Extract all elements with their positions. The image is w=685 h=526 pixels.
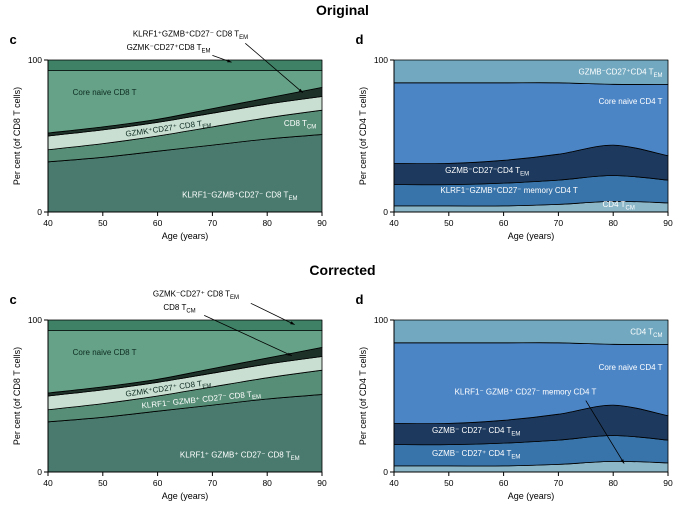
x-axis-title: Age (years) — [507, 491, 554, 501]
x-tick-label: 60 — [498, 218, 508, 228]
area-layer-5 — [47, 59, 322, 71]
y-tick-label: 0 — [37, 467, 42, 477]
series-label: Core naive CD8 T — [72, 348, 136, 357]
panel-letter-original-c: c — [9, 32, 17, 47]
x-tick-label: 70 — [207, 478, 217, 488]
series-label: KLRF1⁻GZMB⁺CD27⁻ memory CD4 T — [440, 186, 578, 195]
series-label: GZMB⁻CD27⁺CD4 TEM — [578, 67, 662, 78]
x-axis-title: Age (years) — [161, 491, 208, 501]
y-axis-title: Per cent (of CD8 T cells) — [12, 347, 22, 445]
x-tick-label: 60 — [498, 478, 508, 488]
annotation-label: GZMK⁻CD27⁺ CD8 TEM — [152, 289, 238, 300]
area-layer-4 — [393, 319, 668, 345]
area-layer-4 — [393, 59, 668, 85]
x-tick-label: 90 — [317, 478, 327, 488]
x-tick-label: 50 — [444, 218, 454, 228]
annotation-label: GZMK⁻CD27⁺CD8 TEM — [126, 43, 210, 54]
original-panels-row: c 0 100 40 50 60 70 80 90 Age (years) Per cent (o… — [0, 18, 685, 254]
annotation-label: CD8 TCM — [163, 303, 195, 314]
annotation-arrow — [250, 302, 295, 325]
x-tick-label: 80 — [262, 478, 272, 488]
x-tick-label: 90 — [663, 478, 673, 488]
series-label: KLRF1⁺ GZMB⁺ CD27⁻ CD8 TEM — [179, 451, 299, 462]
x-tick-label: 90 — [317, 218, 327, 228]
arrowhead — [226, 59, 232, 63]
y-tick-label: 100 — [373, 315, 387, 325]
panel-letter-corrected-c: c — [9, 292, 17, 307]
corrected-cd8-stacked-area-chart: 0 100 40 50 60 70 80 90 Age (years) Per cent (of … — [12, 289, 327, 501]
annotation-arrow — [244, 42, 303, 94]
y-axis-title: Per cent (of CD8 T cells) — [12, 87, 22, 185]
x-tick-label: 60 — [152, 218, 162, 228]
panel-corrected-c: c 0 100 40 50 60 70 80 90 Age (years) Per cent (o… — [10, 278, 330, 514]
y-tick-label: 0 — [383, 207, 388, 217]
series-label: GZMB⁻ CD27⁻ CD4 TEM — [431, 426, 519, 437]
x-tick-label: 50 — [98, 478, 108, 488]
annotation-arrow — [203, 315, 292, 357]
arrowhead — [620, 459, 624, 464]
panel-original-c: c 0 100 40 50 60 70 80 90 Age (years) Per cent (o… — [10, 18, 330, 254]
y-tick-label: 0 — [383, 467, 388, 477]
series-label: CD8 TCM — [283, 119, 315, 130]
series-label: Core naive CD8 T — [72, 88, 136, 97]
x-tick-label: 70 — [553, 478, 563, 488]
x-axis-title: Age (years) — [507, 231, 554, 241]
panel-letter-original-d: d — [355, 32, 364, 47]
series-label: GZMB⁻ CD27⁺ CD4 TEM — [431, 449, 519, 460]
arrowhead — [298, 88, 303, 93]
x-tick-label: 80 — [262, 218, 272, 228]
x-tick-label: 70 — [553, 218, 563, 228]
y-axis-title: Per cent (of CD4 T cells) — [358, 347, 368, 445]
x-tick-label: 50 — [98, 218, 108, 228]
y-axis-title: Per cent (of CD4 T cells) — [358, 87, 368, 185]
y-tick-label: 100 — [373, 55, 387, 65]
corrected-cd4-stacked-area-chart: 0 100 40 50 60 70 80 90 Age (years) Per cent (of … — [358, 315, 673, 501]
series-label: CD4 TCM — [602, 200, 634, 211]
series-label: Core naive CD4 T — [598, 97, 662, 106]
x-tick-label: 90 — [663, 218, 673, 228]
y-tick-label: 100 — [27, 315, 41, 325]
annotation-label: KLRF1⁻ GZMB⁺ CD27⁻ memory CD4 T — [454, 387, 596, 396]
corrected-panels-row: c 0 100 40 50 60 70 80 90 Age (years) Per cent (o… — [0, 278, 685, 514]
arrowhead — [289, 321, 295, 325]
x-tick-label: 60 — [152, 478, 162, 488]
x-tick-label: 80 — [608, 218, 618, 228]
panel-corrected-d: d 0 100 40 50 60 70 80 90 Age (years) Per cent (o… — [356, 278, 676, 514]
x-tick-label: 40 — [389, 218, 399, 228]
x-tick-label: 40 — [389, 478, 399, 488]
x-tick-label: 80 — [608, 478, 618, 488]
original-cd8-stacked-area-chart: 0 100 40 50 60 70 80 90 Age (years) Per cent (of … — [12, 29, 327, 241]
y-tick-label: 100 — [27, 55, 41, 65]
section-title-corrected: Corrected — [309, 262, 376, 278]
section-original: Original c 0 100 40 50 60 70 80 90 Age (years) Pe… — [0, 2, 685, 254]
series-label: KLRF1⁻GZMB⁺CD27⁻ CD8 TEM — [182, 191, 297, 202]
area-layer-5 — [47, 319, 322, 331]
x-tick-label: 40 — [43, 478, 53, 488]
x-tick-label: 40 — [43, 218, 53, 228]
arrowhead — [286, 352, 292, 356]
section-title-original: Original — [316, 2, 369, 18]
y-tick-label: 0 — [37, 207, 42, 217]
panel-letter-corrected-d: d — [355, 292, 364, 307]
series-label: GZMB⁻CD27⁻CD4 TEM — [445, 166, 529, 177]
x-tick-label: 50 — [444, 478, 454, 488]
annotation-arrow — [584, 400, 625, 464]
x-tick-label: 70 — [207, 218, 217, 228]
panel-original-d: d 0 100 40 50 60 70 80 90 Age (years) Per cent (o… — [356, 18, 676, 254]
x-axis-title: Age (years) — [161, 231, 208, 241]
original-cd4-stacked-area-chart: 0 100 40 50 60 70 80 90 Age (years) Per cent (of … — [358, 55, 673, 241]
section-corrected: Corrected c 0 100 40 50 60 70 80 90 Age (years) P… — [0, 262, 685, 514]
annotation-label: KLRF1⁺GZMB⁺CD27⁻ CD8 TEM — [132, 29, 247, 40]
series-label: CD4 TCM — [630, 327, 662, 338]
series-label: Core naive CD4 T — [598, 363, 662, 372]
